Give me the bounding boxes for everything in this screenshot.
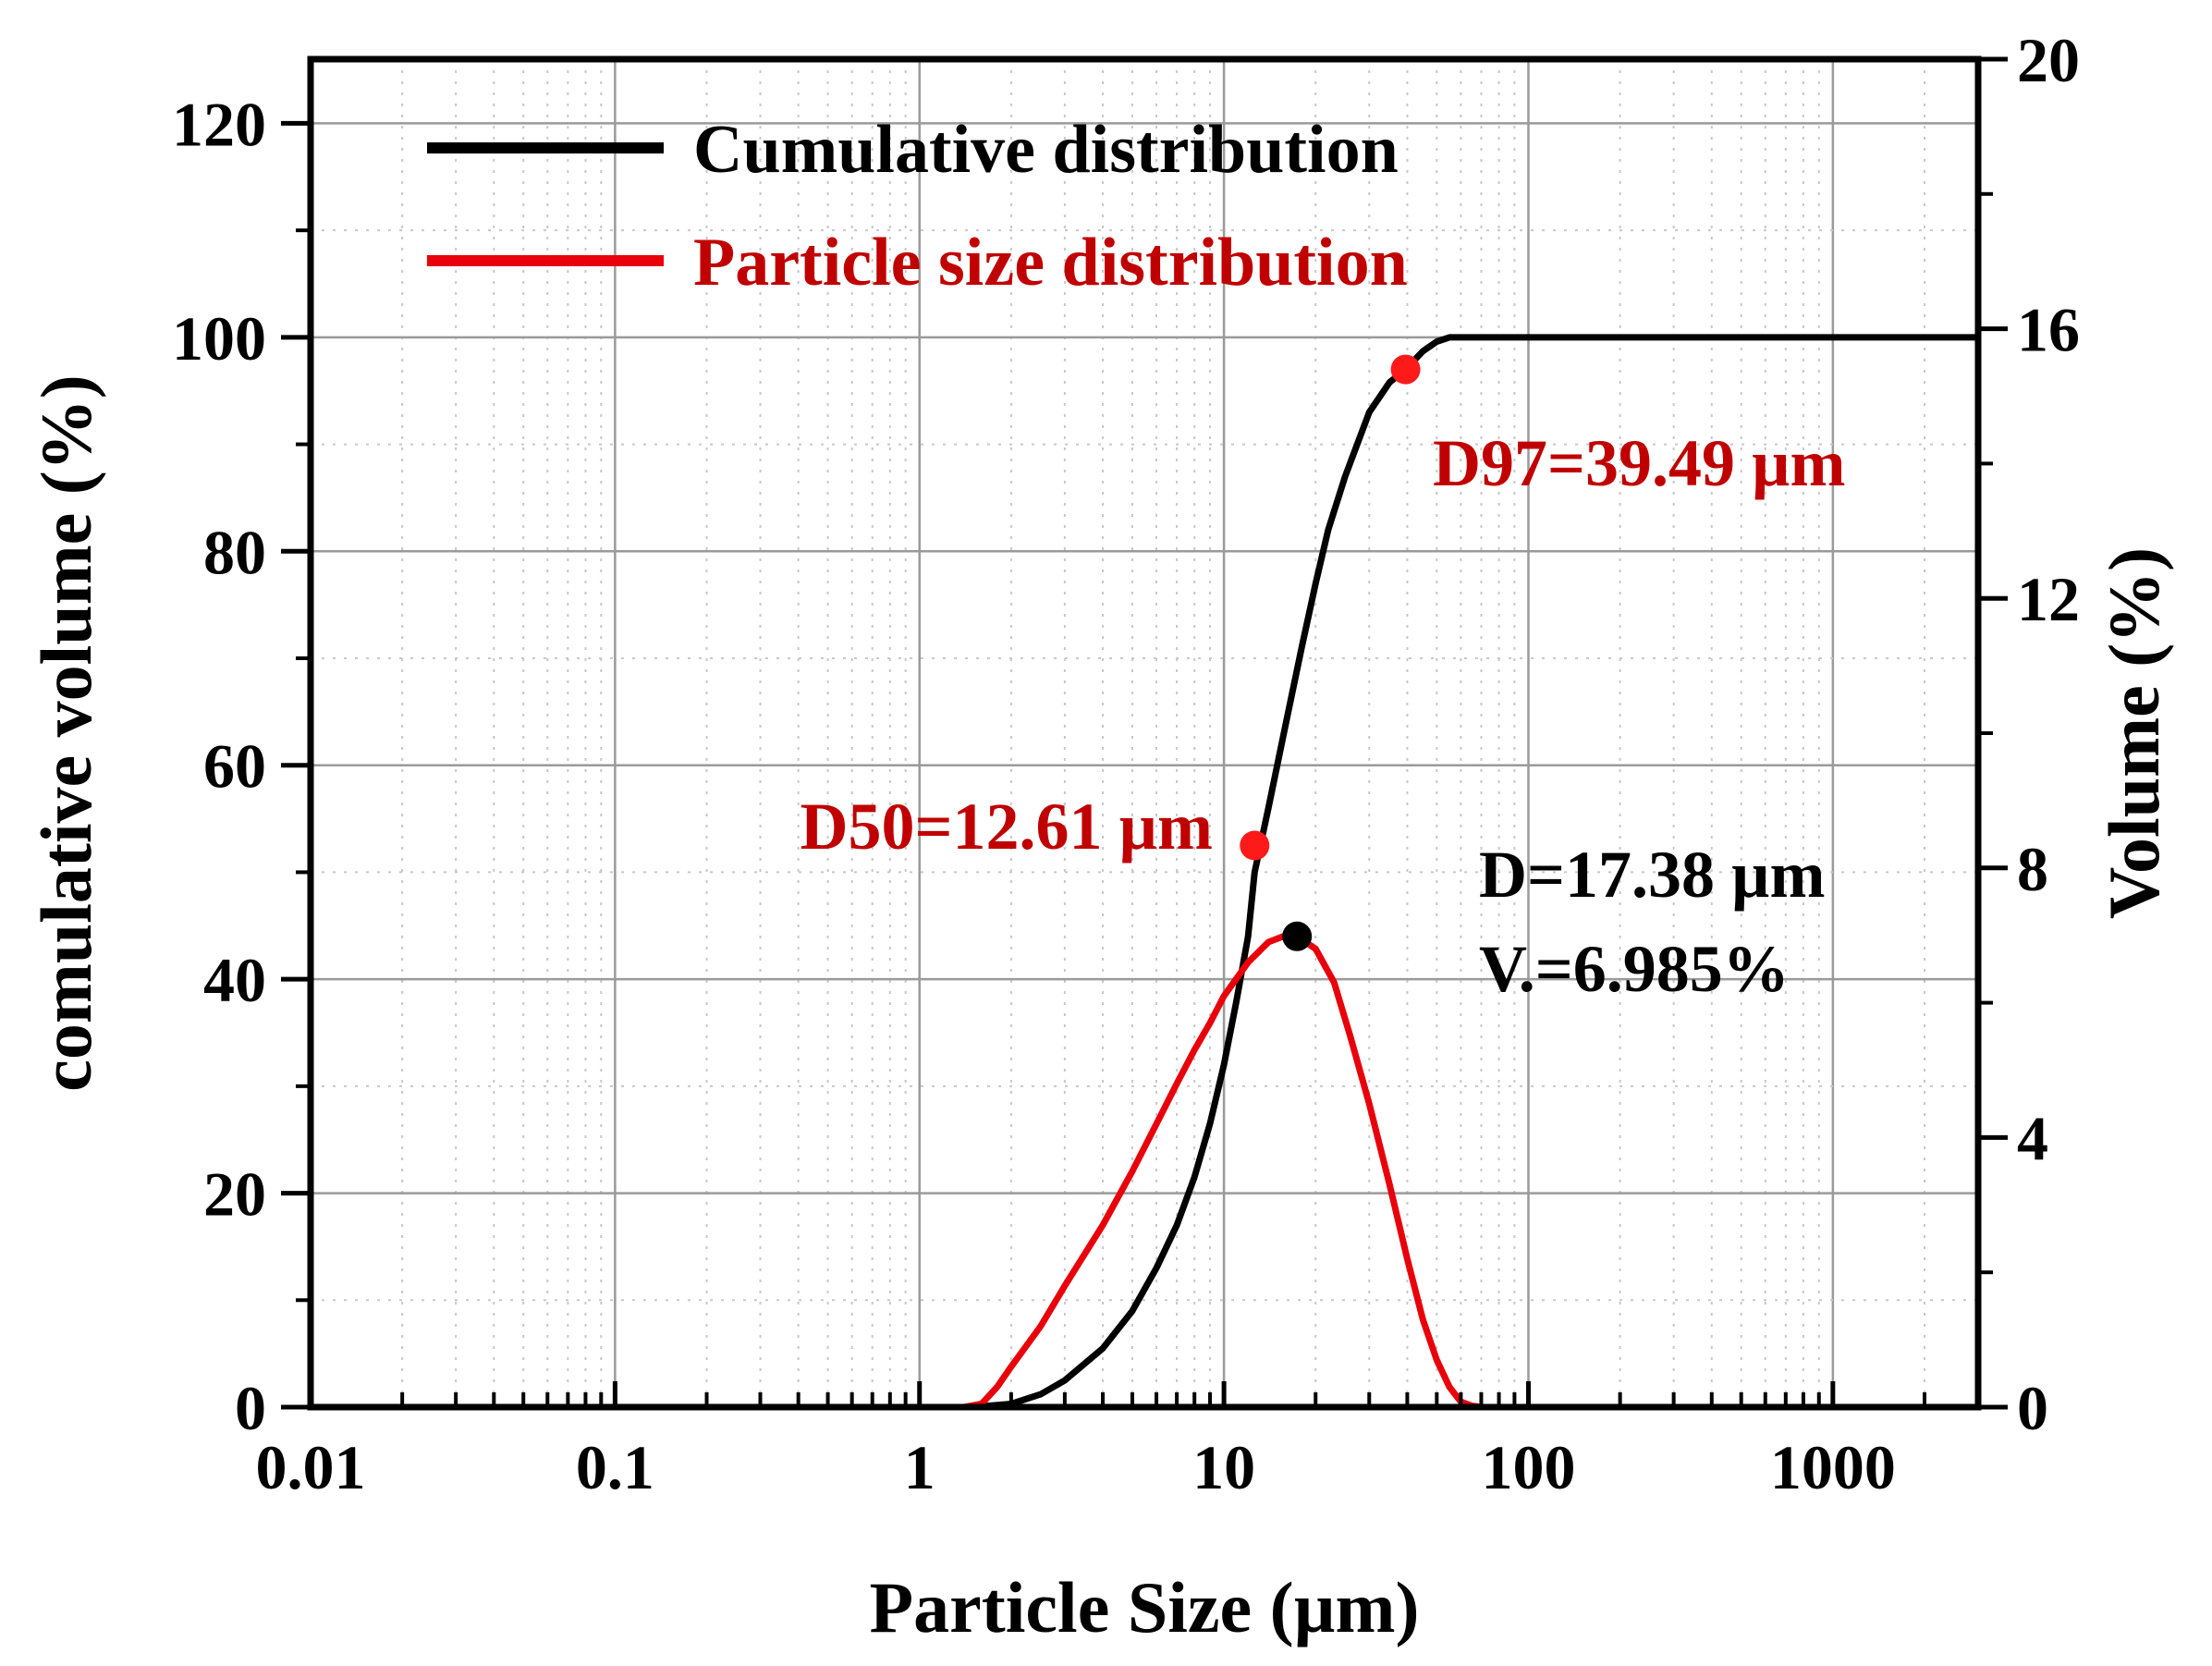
data-marker: [1282, 922, 1312, 951]
y-right-tick-label: 8: [2017, 834, 2048, 904]
y-left-tick-label: 20: [203, 1159, 266, 1230]
y-right-tick-label: 0: [2017, 1373, 2048, 1443]
y-right-tick-label: 16: [2017, 295, 2080, 365]
data-marker: [1240, 831, 1269, 861]
legend: Cumulative distribution Particle size di…: [427, 112, 1408, 300]
annotation-peak-volume: V.=6.985%: [1479, 932, 1790, 1006]
x-tick-label: 0.01: [256, 1432, 366, 1502]
annotation-d97: D97=39.49 µm: [1433, 426, 1845, 500]
y-left-tick-label: 60: [203, 731, 266, 802]
y-right-tick-label: 12: [2017, 564, 2080, 634]
legend-label-psd: Particle size distribution: [693, 225, 1408, 300]
y-left-tick-label: 100: [172, 303, 266, 374]
x-tick-label: 10: [1192, 1432, 1255, 1502]
x-axis-title: Particle Size (µm): [870, 1567, 1420, 1648]
x-tick-label: 1000: [1770, 1432, 1896, 1502]
annotation-d50: D50=12.61 µm: [800, 790, 1213, 864]
y-left-tick-label: 120: [172, 89, 266, 159]
x-tick-label: 0.1: [576, 1432, 654, 1502]
legend-label-cumulative: Cumulative distribution: [693, 112, 1399, 188]
y-left-tick-label: 80: [203, 517, 266, 587]
x-tick-label: 100: [1481, 1432, 1575, 1502]
y-right-tick-label: 20: [2017, 25, 2080, 95]
series-line-1: [964, 936, 1482, 1407]
x-tick-label: 1: [904, 1432, 935, 1502]
y-right-tick-label: 4: [2017, 1103, 2048, 1173]
y-left-tick-label: 40: [203, 945, 266, 1015]
y-left-axis-title: comulative volume (%): [26, 374, 106, 1092]
data-marker: [1391, 355, 1421, 385]
y-right-axis-title: Volume (%): [2094, 547, 2174, 919]
y-left-tick-label: 0: [235, 1373, 266, 1443]
annotation-peak-diameter: D=17.38 µm: [1479, 838, 1825, 912]
